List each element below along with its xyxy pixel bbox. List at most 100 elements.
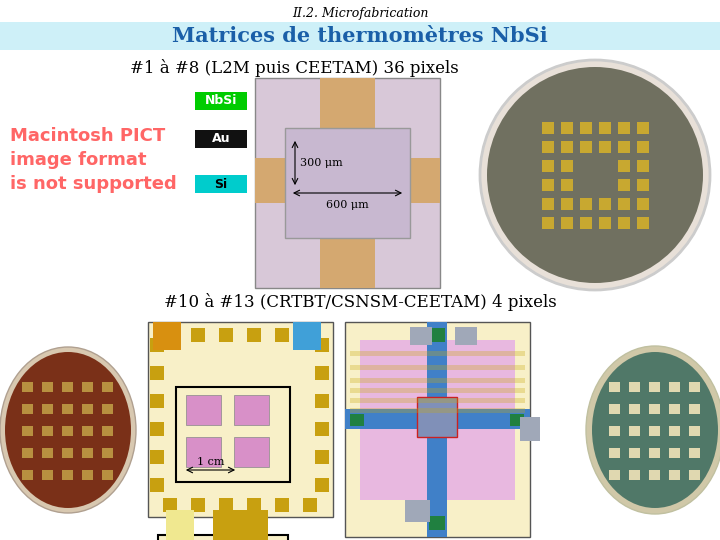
Bar	[455, 327, 477, 345]
Bar	[669, 426, 680, 436]
Bar	[345, 322, 530, 537]
Bar	[82, 470, 93, 480]
Bar	[669, 382, 680, 392]
Text: 600 μm: 600 μm	[326, 200, 369, 210]
Bar	[598, 217, 611, 228]
Bar	[580, 198, 592, 210]
Bar	[669, 470, 680, 480]
Bar	[150, 478, 164, 492]
Bar	[153, 322, 181, 350]
Bar	[669, 404, 680, 414]
Ellipse shape	[586, 346, 720, 514]
Bar	[560, 179, 572, 191]
Bar	[405, 500, 430, 522]
Bar	[689, 404, 700, 414]
Bar	[649, 426, 660, 436]
Bar	[580, 140, 592, 152]
Bar	[541, 217, 554, 228]
Bar	[689, 470, 700, 480]
Bar	[609, 448, 620, 458]
Bar	[429, 328, 445, 342]
Bar	[22, 448, 33, 458]
Bar	[275, 328, 289, 342]
Text: #10 à #13 (CRTBT/CSNSM-CEETAM) 4 pixels: #10 à #13 (CRTBT/CSNSM-CEETAM) 4 pixels	[163, 293, 557, 311]
Bar	[350, 365, 525, 370]
Bar	[598, 198, 611, 210]
Bar	[609, 470, 620, 480]
Bar	[636, 159, 649, 172]
Bar	[22, 426, 33, 436]
Bar	[234, 395, 269, 425]
Bar	[275, 498, 289, 512]
Bar	[598, 140, 611, 152]
Bar	[609, 404, 620, 414]
Bar	[303, 328, 317, 342]
Bar	[315, 366, 329, 380]
Text: Au: Au	[212, 132, 230, 145]
Bar	[293, 322, 321, 350]
Bar	[541, 179, 554, 191]
Bar	[360, 340, 515, 500]
Bar	[150, 422, 164, 436]
Bar	[315, 338, 329, 352]
Bar	[609, 426, 620, 436]
Bar	[429, 516, 445, 530]
Bar	[186, 437, 221, 467]
Bar	[0, 22, 720, 50]
Bar	[609, 382, 620, 392]
Bar	[42, 470, 53, 480]
Bar	[195, 130, 247, 148]
Bar	[255, 78, 440, 288]
Bar	[148, 322, 333, 517]
Bar	[191, 328, 205, 342]
Bar	[629, 426, 640, 436]
Text: #1 à #8 (L2M puis CEETAM) 36 pixels: #1 à #8 (L2M puis CEETAM) 36 pixels	[130, 59, 459, 77]
Bar	[22, 470, 33, 480]
Bar	[42, 448, 53, 458]
Bar	[315, 394, 329, 408]
Bar	[629, 448, 640, 458]
Bar	[427, 322, 447, 537]
Bar	[22, 404, 33, 414]
Bar	[598, 122, 611, 133]
Bar	[689, 426, 700, 436]
Bar	[560, 159, 572, 172]
Bar	[186, 395, 221, 425]
Bar	[580, 122, 592, 133]
Bar	[303, 498, 317, 512]
Bar	[42, 404, 53, 414]
Bar	[618, 179, 629, 191]
Bar	[62, 404, 73, 414]
Bar	[150, 450, 164, 464]
Bar	[410, 327, 432, 345]
Bar	[195, 175, 247, 193]
Bar	[247, 328, 261, 342]
Bar	[649, 470, 660, 480]
Text: 300 μm: 300 μm	[300, 158, 343, 168]
Bar	[520, 417, 540, 441]
Bar	[618, 140, 629, 152]
Bar	[247, 498, 261, 512]
Bar	[102, 426, 113, 436]
Bar	[82, 382, 93, 392]
Bar	[62, 426, 73, 436]
Bar	[166, 510, 194, 540]
Bar	[541, 122, 554, 133]
Ellipse shape	[0, 347, 136, 513]
Bar	[636, 217, 649, 228]
Bar	[560, 217, 572, 228]
Ellipse shape	[487, 67, 703, 283]
Bar	[22, 382, 33, 392]
Bar	[102, 448, 113, 458]
Bar	[195, 92, 247, 110]
Bar	[560, 140, 572, 152]
Bar	[560, 122, 572, 133]
Bar	[102, 470, 113, 480]
Bar	[618, 159, 629, 172]
Bar	[636, 198, 649, 210]
Bar	[350, 378, 525, 383]
Bar	[350, 388, 525, 393]
Bar	[150, 338, 164, 352]
Text: Si: Si	[215, 178, 228, 191]
Bar	[541, 198, 554, 210]
